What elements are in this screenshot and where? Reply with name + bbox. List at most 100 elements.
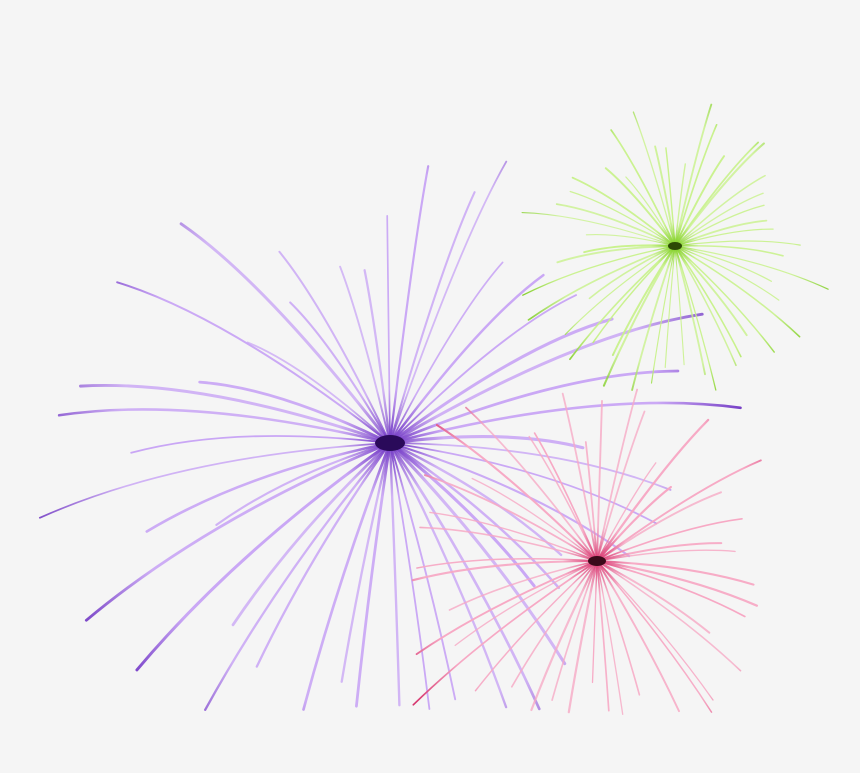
- firework-ray: [561, 392, 598, 562]
- firework-ray: [595, 559, 755, 586]
- firework-ray: [388, 317, 614, 445]
- firework-ray: [198, 380, 392, 445]
- firework-ray: [596, 560, 641, 696]
- firework-ray: [674, 245, 773, 282]
- firework-ray: [388, 369, 680, 445]
- firework-ray: [522, 245, 676, 296]
- firework-ray: [674, 219, 768, 247]
- firework-ray: [388, 165, 430, 445]
- firework-ray: [57, 408, 392, 445]
- firework-ray: [388, 441, 401, 707]
- firework-ray: [527, 245, 676, 321]
- firework-ray: [664, 245, 676, 368]
- firework-ray: [255, 441, 392, 668]
- firework-ray: [596, 462, 657, 562]
- green-firework: [411, 388, 762, 715]
- firework-ray: [355, 441, 392, 708]
- firework-ray: [389, 294, 578, 444]
- firework-ray: [588, 245, 676, 300]
- firework-ray: [631, 245, 676, 391]
- firework-ray: [339, 265, 391, 444]
- firework-ray: [674, 240, 801, 247]
- firework-ray: [116, 281, 392, 445]
- firework-ray: [602, 244, 677, 387]
- firework-ray: [388, 273, 545, 445]
- firework-ray: [388, 441, 508, 709]
- firework-ray: [674, 245, 706, 376]
- firework-ray: [569, 190, 676, 247]
- firework-ray: [510, 560, 598, 688]
- firework-ray: [571, 176, 676, 247]
- firework-ray: [471, 477, 598, 562]
- firework-ray: [585, 233, 676, 247]
- firework-ray: [340, 441, 392, 683]
- firework-ray: [596, 560, 610, 712]
- firework-ray: [596, 399, 603, 562]
- firework-ray: [465, 406, 598, 562]
- firework-ray: [674, 245, 748, 337]
- firework-ray: [596, 560, 742, 672]
- firework-ray: [673, 142, 765, 248]
- firework-ray: [584, 441, 598, 562]
- firework-ray: [389, 261, 504, 444]
- firework-ray: [130, 435, 391, 454]
- firework-ray: [674, 245, 801, 338]
- firework-ray: [674, 245, 829, 290]
- firework-ray: [596, 560, 711, 634]
- firework-ray: [412, 560, 598, 706]
- firework-ray: [596, 549, 736, 562]
- firework-ray: [592, 245, 676, 344]
- firework-ray: [674, 245, 742, 358]
- firework-ray: [596, 491, 722, 562]
- firework-ray: [388, 435, 585, 450]
- firework-ray: [595, 418, 710, 563]
- firework-ray: [596, 518, 743, 562]
- firework-ray: [79, 383, 392, 445]
- firework-ray: [650, 245, 676, 384]
- firework-ray: [302, 441, 392, 711]
- firework-ray: [84, 441, 392, 622]
- firework-ray: [596, 560, 624, 715]
- firework-ray: [596, 459, 762, 562]
- firework-ray: [674, 204, 765, 247]
- firework-ray: [596, 560, 680, 713]
- firework-ray: [145, 441, 392, 533]
- firework-ray: [665, 147, 676, 247]
- firework-ray: [610, 129, 676, 247]
- firework-ray: [215, 441, 392, 526]
- firework-ray: [423, 474, 598, 562]
- firework-ray: [674, 245, 737, 367]
- firework-ray: [596, 388, 638, 562]
- firework-ray: [596, 560, 746, 618]
- firework-ray: [674, 245, 780, 301]
- firework-ray: [556, 245, 676, 264]
- firework-ray: [419, 526, 598, 562]
- firework-ray: [474, 560, 598, 692]
- firework-ray: [654, 145, 676, 247]
- firework-core: [668, 242, 682, 250]
- firework-ray: [388, 441, 567, 666]
- firework-ray: [389, 442, 672, 491]
- firework-ray: [388, 191, 476, 445]
- firework-ray: [674, 103, 713, 247]
- firework-ray: [389, 442, 457, 701]
- firework-ray: [555, 203, 676, 247]
- firework-core: [375, 435, 405, 451]
- firework-ray: [596, 542, 723, 562]
- firework-ray: [38, 442, 391, 519]
- firework-ray: [289, 301, 392, 445]
- firework-ray: [611, 245, 676, 356]
- firework-ray: [386, 215, 391, 444]
- firework-ray: [388, 441, 561, 590]
- firework-ray: [604, 167, 676, 247]
- firework-ray: [388, 441, 536, 588]
- firework-ray: [596, 560, 713, 713]
- purple-firework: [38, 160, 742, 711]
- firework-ray: [674, 245, 717, 391]
- firework-ray: [389, 442, 658, 525]
- firework-ray: [596, 560, 714, 701]
- firework-ray: [521, 212, 676, 247]
- firework-ray: [595, 485, 672, 563]
- firework-core: [588, 556, 606, 566]
- firework-ray: [625, 176, 676, 247]
